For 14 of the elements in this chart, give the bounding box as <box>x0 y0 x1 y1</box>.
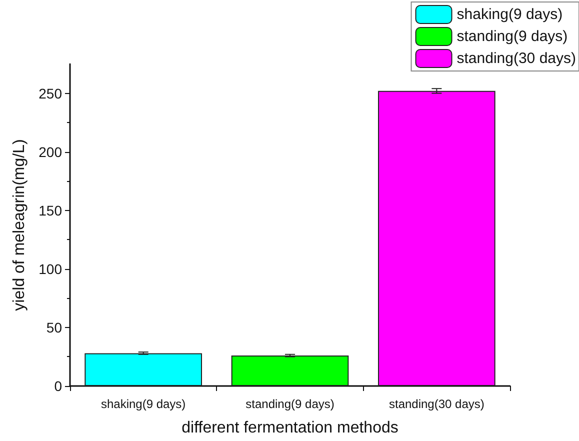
y-tick-label: 100 <box>38 260 62 277</box>
x-axis-title: different fermentation methods <box>182 420 398 436</box>
x-tick-label: shaking(9 days) <box>100 397 186 411</box>
x-tick-label: standing(30 days) <box>388 397 484 411</box>
legend-label: standing(9 days) <box>456 28 568 45</box>
x-tick-label: standing(9 days) <box>246 397 334 411</box>
y-tick-label: 0 <box>54 378 62 394</box>
y-tick-label: 250 <box>38 85 62 102</box>
legend-label: standing(30 days) <box>456 50 576 67</box>
legend-label: shaking(9 days) <box>456 6 563 23</box>
y-tick-label: 150 <box>38 202 62 218</box>
y-axis-title: yield of meleagrin(mg/L) <box>11 139 28 311</box>
y-tick-label: 50 <box>46 319 62 336</box>
y-tick-label: 200 <box>38 144 62 160</box>
